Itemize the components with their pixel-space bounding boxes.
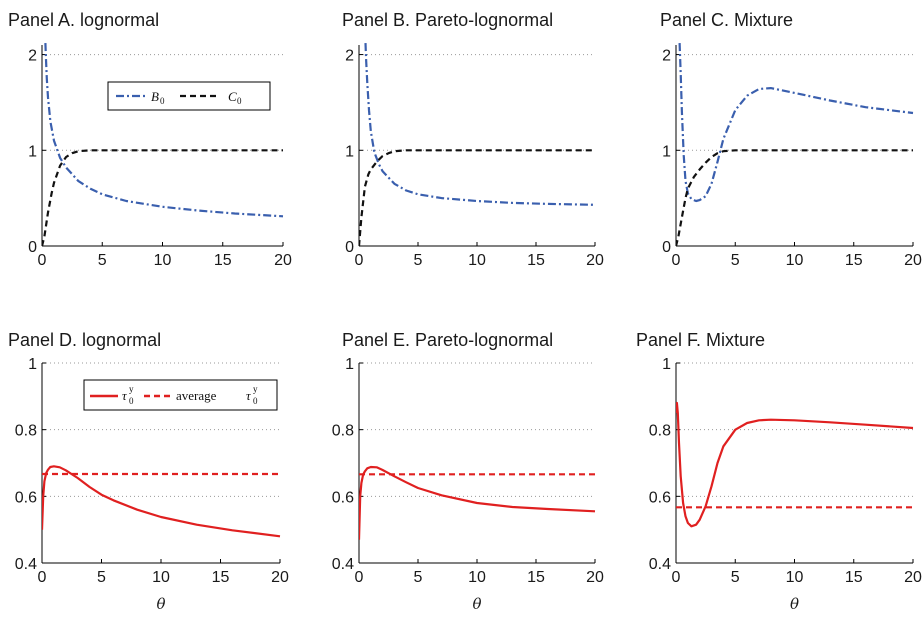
legend-sub-c0: 0 [237,96,242,106]
series-line-c0 [359,149,595,246]
y-tick-label: 0.4 [649,556,671,573]
legend-label-b0: B [151,89,159,104]
x-tick-label: 5 [414,569,423,586]
x-tick-label: 0 [355,252,364,269]
legend-label-c0: C [228,89,237,104]
y-tick-label: 0.6 [332,489,354,506]
x-tick-label: 5 [731,252,740,269]
x-tick-label: 20 [904,252,922,269]
y-tick-label: 1 [345,143,354,160]
x-tick-label: 10 [468,252,486,269]
y-tick-label: 1 [28,143,37,160]
x-tick-label: 15 [845,252,863,269]
legend-sup-tau: y [129,384,134,394]
x-tick-label: 10 [786,252,804,269]
x-tick-label: 20 [586,252,604,269]
x-tick-label: 5 [98,252,107,269]
panel-c: Panel C. Mixture 0 5 10 15 20 0 1 2 [660,10,922,269]
legend-label-tau: τ [122,388,128,403]
x-tick-label: 20 [586,569,604,586]
legend-label-average-tau: τ [246,388,252,403]
x-tick-label: 0 [355,569,364,586]
x-tick-label: 15 [845,569,863,586]
x-tick-label: 10 [786,569,804,586]
series-line-b0 [678,43,914,203]
x-tick-label: 20 [271,569,289,586]
y-tick-label: 0.8 [649,423,671,440]
panel-title: Panel C. Mixture [660,10,793,30]
panel-e: Panel E. Pareto-lognormal 0 5 10 15 20 0.4 0.6 0… [332,330,604,613]
x-tick-label: 10 [468,569,486,586]
x-tick-label: 0 [672,569,681,586]
y-tick-label: 2 [345,48,354,65]
x-tick-label: 5 [731,569,740,586]
y-tick-label: 0.4 [15,556,37,573]
legend-sup-average-tau: y [253,384,258,394]
panel-b: Panel B. Pareto-lognormal 0 5 10 15 20 0 1 2 [342,10,604,269]
y-tick-label: 1 [28,356,37,373]
y-tick-label: 0 [28,239,37,256]
panel-title: Panel D. lognormal [8,330,161,350]
x-tick-label: 10 [152,569,170,586]
series-line-c0 [676,149,913,246]
series-line-b0 [364,43,596,206]
x-axis-label: θ [156,595,165,613]
x-axis-label: θ [790,595,799,613]
y-tick-label: 0.6 [15,489,37,506]
legend-sub-b0: 0 [160,96,165,106]
legend: τ y0 average τ y0 [83,379,278,411]
legend-sub-average-tau: 0 [253,396,258,406]
x-tick-label: 0 [672,252,681,269]
panel-f: Panel F. Mixture 0 5 10 15 20 0.4 0.6 0.8 1 θ [636,330,922,613]
x-axis-label: θ [472,595,481,613]
panel-title: Panel A. lognormal [8,10,159,30]
x-tick-label: 5 [414,252,423,269]
y-tick-label: 0 [662,239,671,256]
y-tick-label: 0.8 [332,423,354,440]
series-line-tau0y [42,465,281,538]
x-tick-label: 15 [214,252,232,269]
y-tick-label: 0.6 [649,489,671,506]
series-line-tau0y [676,401,914,528]
y-tick-label: 0.4 [332,556,354,573]
x-tick-label: 15 [527,569,545,586]
y-tick-label: 2 [662,48,671,65]
panel-title: Panel F. Mixture [636,330,765,350]
x-tick-label: 20 [904,569,922,586]
series-line-b0 [44,43,284,218]
y-tick-label: 1 [345,356,354,373]
x-tick-label: 0 [38,252,47,269]
y-tick-label: 2 [28,48,37,65]
legend-sub-tau: 0 [129,396,134,406]
x-tick-label: 10 [154,252,172,269]
series-line-c0 [42,149,283,246]
legend-label-average: average [176,388,217,403]
y-tick-label: 1 [662,356,671,373]
series-line-tau0y [359,465,596,540]
panel-title: Panel E. Pareto-lognormal [342,330,553,350]
x-tick-label: 5 [97,569,106,586]
panel-title: Panel B. Pareto-lognormal [342,10,553,30]
x-tick-label: 15 [212,569,230,586]
y-tick-label: 0.8 [15,423,37,440]
y-tick-label: 0 [345,239,354,256]
x-tick-label: 15 [527,252,545,269]
x-tick-label: 20 [274,252,292,269]
x-tick-label: 0 [38,569,47,586]
y-tick-label: 1 [662,143,671,160]
